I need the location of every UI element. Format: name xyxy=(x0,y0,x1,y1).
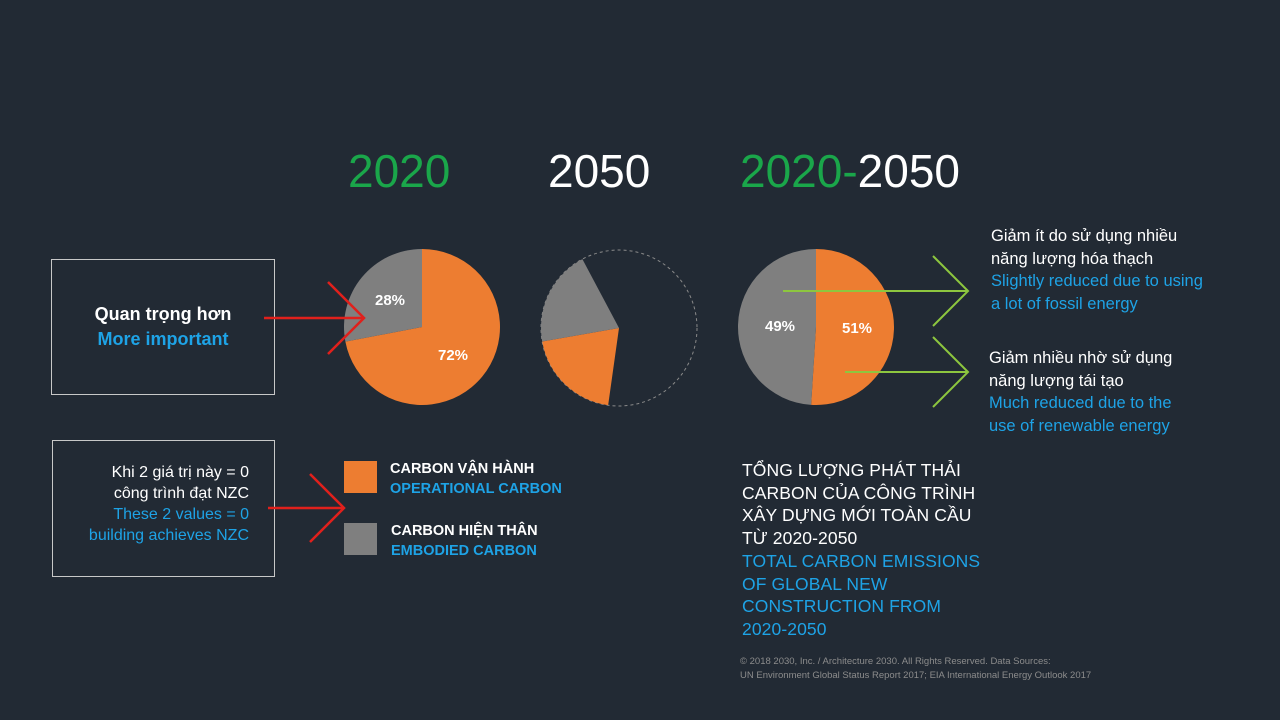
footer-line1: © 2018 2030, Inc. / Architecture 2030. A… xyxy=(740,656,1051,667)
slice-operational-2020-2050 xyxy=(811,249,894,405)
important-label-en: More important xyxy=(97,329,229,349)
label-embodied-2020: 28% xyxy=(375,292,405,309)
legend-swatch-embodied xyxy=(344,523,377,555)
total-en-4: 2020-2050 xyxy=(742,618,827,639)
nzc-en-line1: These 2 values = 0 xyxy=(113,506,249,523)
heading-range-end: 2050 xyxy=(857,145,961,197)
label-operational-2020-2050: 51% xyxy=(842,320,872,337)
note-renewable: Giảm nhiều nhờ sử dụng năng lượng tái tạ… xyxy=(989,347,1172,437)
arrow-nzc-red xyxy=(268,473,346,543)
arrow-fossil-green xyxy=(783,255,970,327)
note-fossil-en-2: a lot of fossil energy xyxy=(991,294,1138,313)
legend-embodied-vi: CARBON HIỆN THÂN xyxy=(391,523,538,539)
heading-2020-2050: 2020-2050 xyxy=(740,148,960,194)
important-label-vi: Quan trọng hơn xyxy=(94,304,232,324)
dashed-outline-2050 xyxy=(540,249,698,407)
heading-2020: 2020 xyxy=(348,145,451,197)
legend-embodied: CARBON HIỆN THÂN EMBODIED CARBON xyxy=(391,521,538,561)
note-fossil-vi-2: năng lượng hóa thạch xyxy=(991,249,1154,268)
legend-swatch-operational xyxy=(344,461,377,493)
pie-2050 xyxy=(540,249,698,407)
important-box: Quan trọng hơn More important xyxy=(51,259,275,395)
total-en-3: CONSTRUCTION FROM xyxy=(742,596,942,617)
note-fossil-en-1: Slightly reduced due to using xyxy=(991,272,1203,290)
label-operational-2020: 72% xyxy=(438,347,468,364)
slice-operational-2050 xyxy=(542,328,619,406)
total-en-2: OF GLOBAL NEW xyxy=(742,573,888,594)
nzc-en-line2: building achieves NZC xyxy=(88,527,249,544)
pie-2020-2050: 51% 49% xyxy=(737,249,894,405)
nzc-vi-line1: Khi 2 giá trị này = 0 xyxy=(111,464,249,481)
note-renewable-en-1: Much reduced due to the xyxy=(989,394,1172,412)
nzc-box: Khi 2 giá trị này = 0 công trình đạt NZC… xyxy=(52,440,275,577)
total-en-1: TOTAL CARBON EMISSIONS xyxy=(742,550,981,571)
label-embodied-2020-2050: 49% xyxy=(765,318,795,335)
slice-embodied-2020-2050 xyxy=(737,249,816,405)
note-renewable-en-2: use of renewable energy xyxy=(989,416,1170,435)
footer-line2: UN Environment Global Status Report 2017… xyxy=(740,669,1092,681)
total-emissions-text: TỔNG LƯỢNG PHÁT THẢI CARBON CỦA CÔNG TRÌ… xyxy=(742,459,980,641)
note-renewable-vi-1: Giảm nhiều nhờ sử dụng xyxy=(989,349,1173,367)
arrow-renewable-green xyxy=(845,336,970,408)
legend-operational: CARBON VẬN HÀNH OPERATIONAL CARBON xyxy=(390,459,562,499)
heading-range-start: 2020 xyxy=(740,145,843,197)
note-renewable-vi-2: năng lượng tái tạo xyxy=(989,371,1124,390)
slice-embodied-2050 xyxy=(541,259,619,342)
important-box-text: Quan trọng hơn More important xyxy=(52,302,274,352)
nzc-vi-line2: công trình đạt NZC xyxy=(113,485,249,502)
total-vi-4: TỪ 2020-2050 xyxy=(742,528,858,549)
note-fossil: Giảm ít do sử dụng nhiều năng lượng hóa … xyxy=(991,225,1203,315)
heading-range-separator: - xyxy=(842,145,858,197)
legend-operational-en: OPERATIONAL CARBON xyxy=(390,481,562,497)
note-fossil-vi-1: Giảm ít do sử dụng nhiều xyxy=(991,227,1178,245)
legend-embodied-en: EMBODIED CARBON xyxy=(391,543,537,559)
arrow-important-red xyxy=(264,281,366,355)
footer-source: © 2018 2030, Inc. / Architecture 2030. A… xyxy=(740,655,1091,682)
legend-operational-vi: CARBON VẬN HÀNH xyxy=(390,461,535,477)
pie-2020: 72% 28% xyxy=(343,248,500,405)
nzc-box-text: Khi 2 giá trị này = 0 công trình đạt NZC… xyxy=(89,462,249,546)
total-vi-3: XÂY DỰNG MỚI TOÀN CẦU xyxy=(742,505,972,526)
slice-operational-2020 xyxy=(345,249,500,405)
total-vi-1: TỔNG LƯỢNG PHÁT THẢI xyxy=(742,460,961,480)
total-vi-2: CARBON CỦA CÔNG TRÌNH xyxy=(742,482,976,503)
heading-2050: 2050 xyxy=(548,145,651,197)
